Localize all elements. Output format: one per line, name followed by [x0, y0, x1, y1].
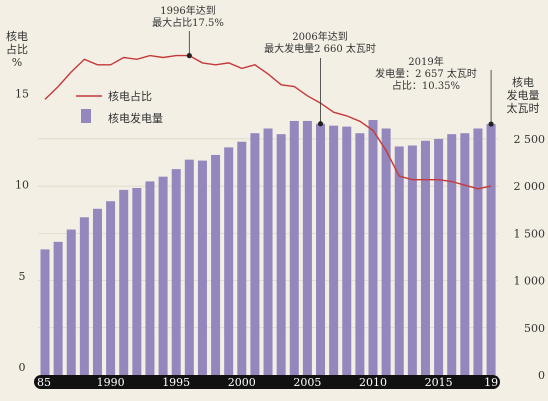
annotation-1996-max-share: 1996年达到 最大占比17.5% — [138, 6, 238, 30]
right-tick-label: 500 — [524, 322, 545, 335]
legend-generation-label: 核电发电量 — [108, 112, 163, 125]
right-tick-label: 2 500 — [514, 133, 546, 146]
annotation-leaders — [186, 31, 494, 127]
left-axis-title-line2: 占比 — [6, 43, 28, 56]
bar-2007 — [329, 125, 339, 376]
annotation-2006-line1: 2006年达到 — [292, 32, 348, 43]
bar-2002 — [263, 128, 273, 375]
x-axis-band — [34, 375, 500, 389]
left-axis-title-unit: % — [11, 56, 23, 69]
legend-marks — [76, 95, 102, 123]
annotation-2019: 2019年 发电量：2 657 太瓦时 占比：10.35% — [356, 57, 496, 93]
generation-bars — [40, 120, 496, 376]
bar-2010 — [368, 120, 378, 375]
bar-1985 — [40, 249, 50, 375]
bar-2013 — [407, 145, 417, 375]
right-axis-ticks: 0 500 1 000 1 500 2 000 2 500 — [514, 133, 546, 382]
bar-1996 — [184, 159, 194, 375]
left-axis-title: 核电 占比 % — [4, 30, 30, 69]
bar-2008 — [342, 126, 352, 375]
marker-2019 — [488, 121, 494, 127]
right-tick-label: 1 500 — [514, 227, 546, 240]
right-tick-label: 1 000 — [514, 275, 546, 288]
bar-2012 — [394, 146, 404, 375]
bar-1993 — [145, 181, 155, 375]
bar-1995 — [171, 169, 181, 375]
x-tick-label: 1990 — [97, 376, 125, 389]
left-tick-label: 10 — [15, 179, 29, 192]
left-axis-ticks: 0 5 10 15 — [15, 87, 29, 374]
bar-2016 — [447, 134, 457, 375]
x-tick-label: 2010 — [359, 376, 387, 389]
left-tick-label: 5 — [19, 270, 26, 283]
bar-1987 — [66, 229, 76, 375]
bar-1991 — [119, 189, 129, 375]
bar-2009 — [355, 133, 365, 375]
bar-1998 — [211, 154, 221, 375]
bar-2018 — [473, 128, 483, 375]
right-axis-title-line1: 核电 — [512, 76, 534, 89]
bar-1999 — [224, 147, 234, 375]
bar-2006 — [316, 123, 326, 376]
bar-2004 — [289, 120, 299, 375]
right-axis-title-unit: 太瓦时 — [506, 102, 540, 115]
bar-1986 — [53, 241, 63, 375]
bar-2003 — [276, 134, 286, 375]
left-tick-label: 0 — [19, 361, 26, 374]
bar-2014 — [420, 140, 430, 375]
bar-2015 — [434, 138, 444, 375]
bar-1988 — [79, 217, 89, 375]
annotation-1996-line2: 最大占比17.5% — [152, 18, 224, 29]
left-axis-title-line1: 核电 — [6, 30, 28, 43]
bar-2011 — [381, 128, 391, 375]
x-tick-label: 19 — [484, 376, 498, 389]
right-axis-title: 核电 发电量 太瓦时 — [500, 76, 546, 115]
annotation-2006-max-generation: 2006年达到 最大发电量2 660 太瓦时 — [240, 32, 400, 56]
legend-share-label: 核电占比 — [108, 90, 152, 103]
x-axis-ticks: 85 1990 1995 2000 2005 2010 2015 19 — [37, 376, 498, 389]
annotation-2006-line2: 最大发电量2 660 太瓦时 — [264, 44, 376, 55]
x-tick-label: 2015 — [425, 376, 453, 389]
x-tick-label: 2005 — [293, 376, 321, 389]
x-tick-label: 2000 — [228, 376, 256, 389]
bar-2005 — [302, 120, 312, 375]
annotation-2019-line3: 占比：10.35% — [391, 81, 461, 92]
bar-2001 — [250, 133, 260, 375]
bar-1989 — [92, 208, 102, 375]
share-line — [44, 54, 492, 190]
annotation-2019-line2: 发电量：2 657 太瓦时 — [375, 69, 477, 80]
right-tick-label: 0 — [538, 369, 545, 382]
marker-1996 — [186, 53, 192, 59]
annotation-1996-line1: 1996年达到 — [160, 6, 216, 17]
right-tick-label: 2 000 — [514, 180, 546, 193]
bar-1997 — [197, 160, 207, 375]
x-tick-label: 1995 — [162, 376, 190, 389]
bar-1990 — [106, 201, 116, 375]
bar-2019 — [486, 124, 496, 375]
legend-bar-swatch — [81, 109, 91, 123]
x-tick-label: 85 — [37, 376, 51, 389]
bar-1992 — [132, 188, 142, 375]
bar-2017 — [460, 133, 470, 375]
bar-1994 — [158, 176, 168, 375]
marker-2006 — [317, 121, 324, 127]
left-tick-label: 15 — [15, 87, 29, 100]
right-axis-title-line2: 发电量 — [506, 89, 540, 102]
annotation-2019-line1: 2019年 — [408, 57, 444, 68]
bar-2000 — [237, 141, 247, 375]
